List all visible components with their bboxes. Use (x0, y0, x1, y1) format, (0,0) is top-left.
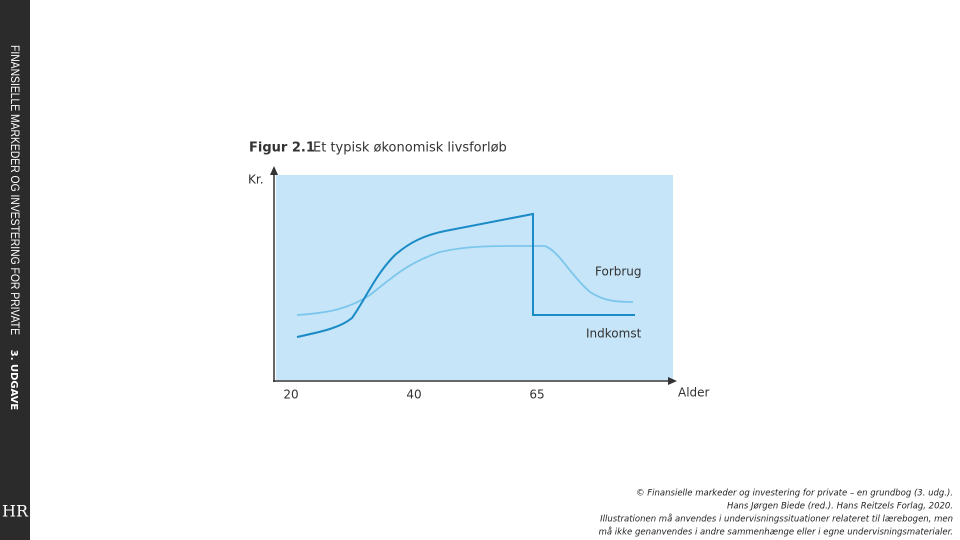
y-axis-label: Kr. (248, 173, 264, 187)
figure-label: Figur 2.1 (249, 141, 315, 156)
edition: 3. UDGAVE (8, 350, 19, 411)
footer-line: Illustrationen må anvendes i undervisnin… (600, 514, 953, 525)
y-arrow (270, 166, 278, 175)
x-tick-label: 40 (406, 388, 421, 402)
logo: HR (2, 502, 29, 521)
x-arrow (668, 377, 677, 385)
x-tick-label: 65 (529, 388, 544, 402)
footer: © Finansielle markeder og investering fo… (599, 489, 953, 538)
figure-title: Et typisk økonomisk livsforløb (313, 141, 507, 156)
sidebar-title: FINANSIELLE MARKEDER OG INVESTERING FOR … (8, 45, 22, 335)
series-label: Forbrug (595, 265, 642, 279)
footer-line: Hans Jørgen Biede (red.). Hans Reitzels … (727, 502, 953, 512)
forbrug-curve (296, 245, 634, 316)
footer-line: må ikke genanvendes i andre sammenhænge … (599, 527, 953, 538)
footer-line: © Finansielle markeder og investering fo… (636, 489, 953, 499)
sidebar (0, 0, 30, 540)
x-tick-label: 20 (283, 388, 298, 402)
indkomst-curve (296, 212, 635, 338)
series-label: Indkomst (586, 327, 642, 341)
x-axis-label: Alder (678, 386, 710, 400)
plot-area (276, 175, 673, 380)
